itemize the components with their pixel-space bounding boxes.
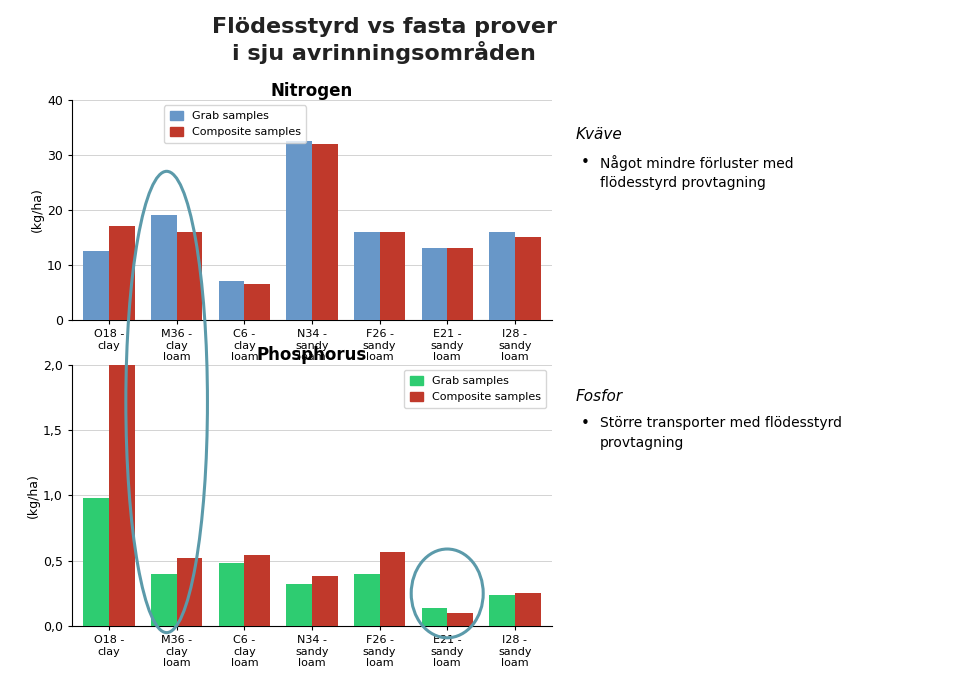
Bar (219, 281, 245, 320)
Bar (245, 284, 270, 320)
Y-axis label: (kg/ha): (kg/ha) (32, 187, 44, 233)
Bar (177, 232, 203, 320)
Bar (379, 232, 405, 320)
Bar (151, 574, 177, 626)
Title: Phosphorus: Phosphorus (257, 347, 367, 365)
Bar (447, 248, 473, 320)
Text: i sju avrinningsområden: i sju avrinningsområden (232, 41, 536, 64)
Bar (84, 251, 109, 320)
Bar (490, 232, 515, 320)
Bar (151, 215, 177, 320)
Bar (286, 584, 312, 626)
Text: Kväve: Kväve (576, 127, 623, 142)
Bar (312, 577, 338, 626)
Text: Något mindre förluster med
flödesstyrd provtagning: Något mindre förluster med flödesstyrd p… (600, 155, 794, 191)
Text: Flödesstyrd vs fasta prover: Flödesstyrd vs fasta prover (211, 17, 557, 37)
Legend: Grab samples, Composite samples: Grab samples, Composite samples (164, 105, 306, 143)
Bar (490, 594, 515, 626)
Bar (421, 608, 447, 626)
Legend: Grab samples, Composite samples: Grab samples, Composite samples (404, 370, 546, 408)
Bar (219, 563, 245, 626)
Bar (379, 552, 405, 626)
Bar (286, 141, 312, 320)
Bar (245, 555, 270, 626)
Bar (84, 498, 109, 626)
Bar (421, 248, 447, 320)
Text: Fosfor: Fosfor (576, 389, 623, 404)
Bar (109, 226, 134, 320)
Y-axis label: (kg/ha): (kg/ha) (27, 473, 40, 518)
Text: •: • (581, 155, 589, 170)
Bar (354, 574, 379, 626)
Text: Större transporter med flödesstyrd
provtagning: Större transporter med flödesstyrd provt… (600, 416, 842, 450)
Bar (109, 365, 134, 626)
Bar (515, 237, 540, 320)
Text: •: • (581, 416, 589, 431)
Bar (177, 558, 203, 626)
Bar (312, 144, 338, 320)
Title: Nitrogen: Nitrogen (271, 82, 353, 100)
Bar (447, 613, 473, 626)
Bar (515, 593, 540, 626)
Bar (354, 232, 379, 320)
